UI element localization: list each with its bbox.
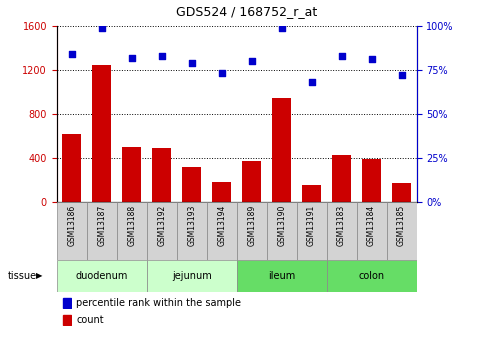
Bar: [92, 66, 111, 202]
Bar: [122, 147, 141, 202]
Text: GSM13187: GSM13187: [97, 205, 106, 246]
Point: [158, 53, 166, 59]
Text: ileum: ileum: [268, 271, 295, 281]
Point: [68, 51, 75, 57]
Bar: [267, 202, 297, 260]
Bar: [237, 202, 267, 260]
Bar: [272, 98, 291, 202]
Point: [188, 60, 196, 66]
Bar: [212, 182, 231, 202]
Bar: [117, 202, 147, 260]
Text: GSM13183: GSM13183: [337, 205, 346, 246]
Text: GSM13192: GSM13192: [157, 205, 166, 246]
Bar: [207, 202, 237, 260]
Bar: [87, 202, 117, 260]
Text: GSM13185: GSM13185: [397, 205, 406, 246]
Bar: [297, 202, 326, 260]
Point: [128, 55, 136, 60]
Point: [338, 53, 346, 59]
Bar: [176, 202, 207, 260]
Bar: [152, 148, 172, 202]
Bar: [147, 202, 176, 260]
Bar: [392, 183, 411, 202]
Bar: [57, 260, 147, 292]
Text: GSM13188: GSM13188: [127, 205, 136, 246]
Point: [308, 79, 316, 85]
Text: GSM13184: GSM13184: [367, 205, 376, 246]
Point: [247, 58, 255, 64]
Text: GSM13189: GSM13189: [247, 205, 256, 246]
Point: [278, 25, 285, 30]
Text: percentile rank within the sample: percentile rank within the sample: [76, 298, 242, 308]
Text: jejunum: jejunum: [172, 271, 211, 281]
Text: GSM13191: GSM13191: [307, 205, 316, 246]
Bar: [326, 202, 356, 260]
Bar: [326, 260, 417, 292]
Bar: [242, 161, 261, 202]
Point: [218, 71, 226, 76]
Bar: [63, 315, 71, 325]
Bar: [356, 202, 387, 260]
Text: GSM13194: GSM13194: [217, 205, 226, 246]
Text: GSM13193: GSM13193: [187, 205, 196, 246]
Point: [368, 57, 376, 62]
Text: GSM13190: GSM13190: [277, 205, 286, 246]
Bar: [362, 159, 382, 202]
Bar: [387, 202, 417, 260]
Text: duodenum: duodenum: [75, 271, 128, 281]
Text: ▶: ▶: [36, 272, 42, 280]
Point: [398, 72, 406, 78]
Bar: [237, 260, 326, 292]
Text: count: count: [76, 315, 104, 325]
Bar: [63, 298, 71, 308]
Bar: [62, 134, 81, 202]
Bar: [147, 260, 237, 292]
Text: colon: colon: [358, 271, 385, 281]
Text: GDS524 / 168752_r_at: GDS524 / 168752_r_at: [176, 5, 317, 18]
Point: [98, 25, 106, 30]
Bar: [182, 167, 202, 202]
Text: tissue: tissue: [7, 271, 36, 281]
Bar: [57, 202, 87, 260]
Bar: [332, 155, 352, 202]
Text: GSM13186: GSM13186: [67, 205, 76, 246]
Bar: [302, 185, 321, 202]
